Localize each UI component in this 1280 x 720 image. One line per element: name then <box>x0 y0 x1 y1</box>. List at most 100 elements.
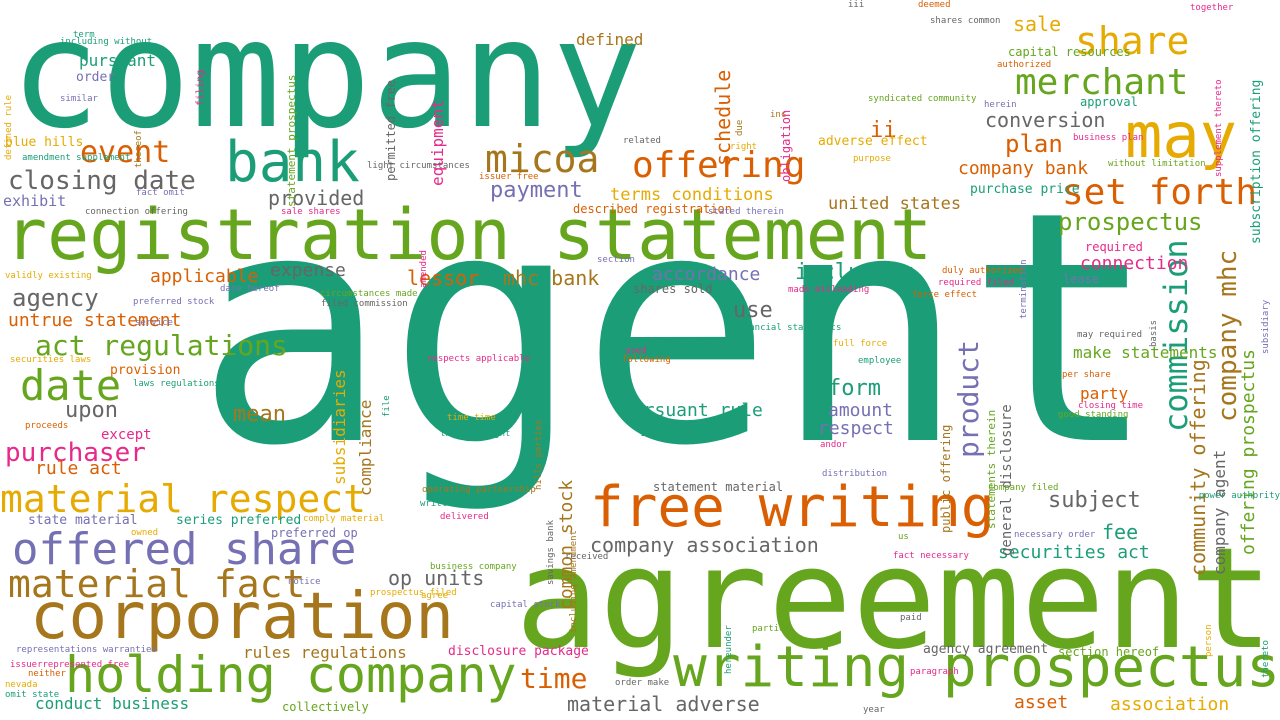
cloud-word: deemed <box>918 0 951 10</box>
cloud-word: writing prospectus <box>673 635 1280 700</box>
cloud-word: business company <box>430 562 517 572</box>
cloud-word: terms conditions <box>610 185 774 205</box>
cloud-word: herein <box>984 100 1017 110</box>
cloud-word: include <box>640 420 716 441</box>
cloud-word: supplement thereto <box>1214 79 1224 178</box>
cloud-word: respect <box>818 418 894 439</box>
cloud-word: material fact <box>8 562 306 606</box>
cloud-word: disclosure package <box>448 644 589 659</box>
cloud-word: obligation <box>779 109 793 182</box>
cloud-word: bank <box>225 130 360 195</box>
cloud-word: may <box>1125 99 1237 172</box>
cloud-word: time time <box>447 413 496 423</box>
cloud-word: neither <box>28 669 66 679</box>
cloud-word: made misleading <box>788 285 870 295</box>
cloud-word: may required <box>1077 330 1143 340</box>
cloud-word: paragraph <box>910 667 959 677</box>
cloud-word: capital stock <box>490 600 561 610</box>
cloud-word: filing <box>195 69 206 106</box>
cloud-word: securities laws <box>10 355 92 365</box>
cloud-word: amendment supplement <box>22 153 131 163</box>
cloud-word: ii <box>870 118 897 143</box>
cloud-word: proceeds <box>25 421 69 431</box>
cloud-word: pursuant <box>79 51 157 70</box>
cloud-word: provided <box>268 186 365 210</box>
cloud-word: syndicated community <box>868 94 977 104</box>
cloud-word: offering <box>632 145 806 186</box>
cloud-word: circumstances made <box>320 289 418 299</box>
cloud-word: plan <box>1005 130 1063 158</box>
cloud-word: prospectus filed <box>370 588 457 598</box>
cloud-word: approval <box>1080 95 1138 109</box>
cloud-word: date <box>20 361 122 410</box>
cloud-word: used <box>625 346 647 356</box>
cloud-word: material adverse <box>567 692 760 716</box>
cloud-word: company agent <box>1210 449 1229 575</box>
cloud-word: comply material <box>303 514 385 524</box>
cloud-word: filed commission <box>321 299 408 309</box>
cloud-word: shares sold <box>633 282 713 296</box>
cloud-word: rules regulations <box>243 643 407 662</box>
cloud-word: including without <box>60 37 153 47</box>
cloud-word: iii <box>848 0 865 10</box>
cloud-word: provision <box>110 363 181 378</box>
cloud-word: year <box>863 705 885 715</box>
cloud-word: respects applicable <box>427 354 530 364</box>
cloud-word: rule act <box>35 458 122 479</box>
cloud-word: mean <box>233 402 286 427</box>
cloud-word: offered share <box>12 524 357 575</box>
cloud-word: employee <box>858 356 902 366</box>
cloud-word: operating partnership <box>422 485 536 495</box>
cloud-word: company bank <box>958 158 1089 179</box>
cloud-word: parties <box>752 624 790 634</box>
cloud-word: thereto <box>1261 639 1271 678</box>
cloud-word: issuerrepresented free <box>10 660 130 670</box>
cloud-word: agreement <box>515 518 1274 681</box>
cloud-word: due <box>735 119 745 137</box>
cloud-word: expense <box>270 260 346 281</box>
cloud-word: fee <box>1102 520 1139 544</box>
cloud-word: series preferred <box>176 513 302 528</box>
cloud-word: community offering <box>1186 359 1210 576</box>
cloud-word: termination <box>1019 259 1029 320</box>
cloud-word: pursuant rule <box>622 400 763 421</box>
cloud-word: statement prospectus <box>285 74 298 207</box>
cloud-word: product <box>952 339 985 458</box>
cloud-word: corporation <box>30 580 454 654</box>
cloud-word: shares common <box>930 16 1001 26</box>
cloud-word: force effect <box>912 290 978 300</box>
cloud-word: person <box>1204 624 1214 658</box>
cloud-word: equipment <box>428 99 447 187</box>
cloud-word: fact necessary <box>893 551 969 561</box>
cloud-word: company <box>10 0 643 162</box>
cloud-word: per share <box>1062 370 1111 380</box>
cloud-word: association <box>1110 694 1230 715</box>
cloud-word: prospectus <box>1058 208 1203 236</box>
cloud-word: received <box>565 552 609 562</box>
cloud-word: amount <box>828 400 894 421</box>
cloud-word: make statements <box>1073 343 1218 362</box>
cloud-word: asset <box>1014 692 1069 713</box>
cloud-word: including amendment <box>569 529 579 633</box>
cloud-word: agent <box>195 144 1159 516</box>
cloud-word: subsidiary <box>1261 299 1271 354</box>
cloud-word: related <box>623 136 661 146</box>
cloud-word: company association <box>590 533 819 557</box>
cloud-word: full force <box>833 339 888 349</box>
cloud-word: validly existing <box>5 271 92 281</box>
cloud-word: required <box>1085 240 1143 254</box>
cloud-word: hereunder <box>724 624 734 674</box>
cloud-word: similar <box>60 94 98 104</box>
cloud-word: purpose <box>853 154 891 164</box>
cloud-word: date hereof <box>220 284 280 294</box>
cloud-word: stated therein <box>708 207 784 217</box>
cloud-word: right <box>730 142 758 152</box>
cloud-word: sale shares <box>281 207 341 217</box>
cloud-word: applicable <box>150 266 259 287</box>
cloud-word: collectively <box>282 700 369 714</box>
cloud-word: laws regulations <box>133 379 220 389</box>
cloud-word: claim <box>1078 424 1127 443</box>
cloud-word: term <box>73 30 95 40</box>
cloud-word: purchase price <box>970 182 1080 197</box>
cloud-word: registration statement <box>5 194 933 276</box>
